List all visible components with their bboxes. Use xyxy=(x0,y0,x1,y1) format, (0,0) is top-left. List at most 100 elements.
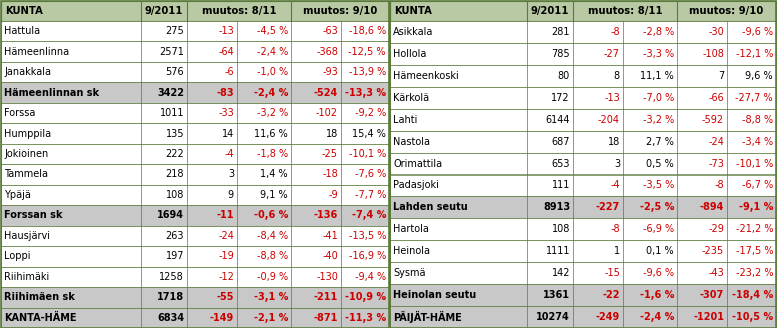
Text: KUNTA: KUNTA xyxy=(394,6,432,16)
Text: -4,5 %: -4,5 % xyxy=(256,26,288,36)
Text: 11,1 %: 11,1 % xyxy=(640,71,674,81)
Text: -10,1 %: -10,1 % xyxy=(736,158,773,169)
Text: Humppila: Humppila xyxy=(4,129,51,138)
Text: -2,5 %: -2,5 % xyxy=(639,202,674,213)
Bar xyxy=(390,196,776,218)
Text: 1111: 1111 xyxy=(545,246,570,256)
Text: -15: -15 xyxy=(605,268,620,278)
Bar xyxy=(1,103,389,123)
Text: Loppi: Loppi xyxy=(4,251,30,261)
Text: muutos: 8/11: muutos: 8/11 xyxy=(587,6,662,16)
Text: -24: -24 xyxy=(218,231,234,241)
Text: -149: -149 xyxy=(210,313,234,323)
Text: -3,3 %: -3,3 % xyxy=(643,49,674,59)
Text: 3: 3 xyxy=(614,158,620,169)
Text: -19: -19 xyxy=(218,251,234,261)
Text: Orimattila: Orimattila xyxy=(393,158,442,169)
Text: -40: -40 xyxy=(322,251,338,261)
Bar xyxy=(390,153,776,174)
Text: -9,6 %: -9,6 % xyxy=(643,268,674,278)
Bar xyxy=(1,1,389,328)
Text: -63: -63 xyxy=(322,26,338,36)
Text: 1694: 1694 xyxy=(157,211,184,220)
Text: 1258: 1258 xyxy=(159,272,184,282)
Text: -27: -27 xyxy=(604,49,620,59)
Text: 263: 263 xyxy=(166,231,184,241)
Text: -10,5 %: -10,5 % xyxy=(732,312,773,322)
Bar xyxy=(390,1,776,21)
Text: -108: -108 xyxy=(702,49,724,59)
Text: -18,4 %: -18,4 % xyxy=(732,290,773,300)
Bar xyxy=(390,262,776,284)
Text: Heinolan seutu: Heinolan seutu xyxy=(393,290,476,300)
Text: -871: -871 xyxy=(314,313,338,323)
Text: -2,8 %: -2,8 % xyxy=(643,27,674,37)
Text: Forssan sk: Forssan sk xyxy=(4,211,62,220)
Text: 8: 8 xyxy=(614,71,620,81)
Text: -13,5 %: -13,5 % xyxy=(349,231,386,241)
Text: -307: -307 xyxy=(700,290,724,300)
Text: -11,3 %: -11,3 % xyxy=(345,313,386,323)
Text: Padasjoki: Padasjoki xyxy=(393,180,439,191)
Text: 9,1 %: 9,1 % xyxy=(260,190,288,200)
Text: -6,7 %: -6,7 % xyxy=(742,180,773,191)
Text: -24: -24 xyxy=(708,136,724,147)
Text: 172: 172 xyxy=(552,93,570,103)
Text: 14: 14 xyxy=(221,129,234,138)
Text: -10,1 %: -10,1 % xyxy=(349,149,386,159)
Text: -9,6 %: -9,6 % xyxy=(742,27,773,37)
Text: -8,4 %: -8,4 % xyxy=(257,231,288,241)
Text: Hämeenkoski: Hämeenkoski xyxy=(393,71,458,81)
Bar xyxy=(1,123,389,144)
Text: -3,5 %: -3,5 % xyxy=(643,180,674,191)
Text: -3,2 %: -3,2 % xyxy=(256,108,288,118)
Text: -13: -13 xyxy=(605,93,620,103)
Text: Riihimäen sk: Riihimäen sk xyxy=(4,292,75,302)
Text: -43: -43 xyxy=(709,268,724,278)
Text: 1718: 1718 xyxy=(157,292,184,302)
Text: 108: 108 xyxy=(552,224,570,234)
Text: -9,1 %: -9,1 % xyxy=(739,202,773,213)
Text: -64: -64 xyxy=(218,47,234,57)
Text: Hattula: Hattula xyxy=(4,26,40,36)
Text: 142: 142 xyxy=(552,268,570,278)
Bar xyxy=(390,174,776,196)
Bar xyxy=(1,144,389,164)
Text: -9,4 %: -9,4 % xyxy=(355,272,386,282)
Text: -23,2 %: -23,2 % xyxy=(736,268,773,278)
Text: -136: -136 xyxy=(314,211,338,220)
Bar xyxy=(390,1,776,328)
Text: -2,4 %: -2,4 % xyxy=(256,47,288,57)
Text: Hollola: Hollola xyxy=(393,49,427,59)
Text: -2,4 %: -2,4 % xyxy=(639,312,674,322)
Text: 218: 218 xyxy=(166,170,184,179)
Bar xyxy=(390,65,776,87)
Text: -83: -83 xyxy=(216,88,234,98)
Text: Hämeenlinnan sk: Hämeenlinnan sk xyxy=(4,88,99,98)
Text: -25: -25 xyxy=(322,149,338,159)
Bar xyxy=(1,185,389,205)
Text: -6: -6 xyxy=(225,67,234,77)
Text: -9: -9 xyxy=(329,190,338,200)
Bar xyxy=(1,205,389,226)
Text: -17,5 %: -17,5 % xyxy=(736,246,773,256)
Text: 653: 653 xyxy=(552,158,570,169)
Text: 1011: 1011 xyxy=(159,108,184,118)
Text: 6834: 6834 xyxy=(157,313,184,323)
Text: -27,7 %: -27,7 % xyxy=(735,93,773,103)
Bar xyxy=(390,240,776,262)
Text: -55: -55 xyxy=(217,292,234,302)
Bar xyxy=(1,164,389,185)
Bar xyxy=(390,21,776,43)
Text: 3: 3 xyxy=(228,170,234,179)
Text: 10274: 10274 xyxy=(536,312,570,322)
Text: -29: -29 xyxy=(708,224,724,234)
Text: 7: 7 xyxy=(718,71,724,81)
Bar xyxy=(390,43,776,65)
Text: -6,9 %: -6,9 % xyxy=(643,224,674,234)
Text: -3,4 %: -3,4 % xyxy=(742,136,773,147)
Text: Tammela: Tammela xyxy=(4,170,48,179)
Bar xyxy=(1,1,389,21)
Text: Riihimäki: Riihimäki xyxy=(4,272,49,282)
Text: 18: 18 xyxy=(608,136,620,147)
